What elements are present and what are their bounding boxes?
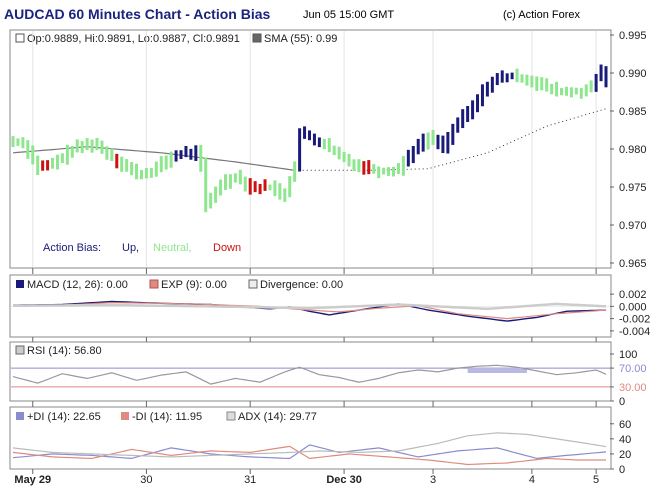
- price-ytick-label-2: 0.985: [619, 106, 647, 118]
- sma-legend: SMA (55): 0.99: [264, 33, 337, 45]
- sma-line: [12, 108, 607, 171]
- bias-label-down: Down: [213, 242, 241, 254]
- price-ytick-label-5: 0.970: [619, 220, 647, 232]
- rsi-panel: RSI (14): 56.80 100 70.00 30.00 0: [9, 341, 647, 408]
- plus-di-legend: +DI (14): 22.65: [27, 411, 101, 423]
- x-tick-label-3: Dec 30: [326, 474, 361, 486]
- price-ytick-label-3: 0.980: [619, 144, 647, 156]
- macd-legend-swatch: [16, 280, 24, 288]
- plus-di-legend-swatch: [16, 412, 24, 420]
- price-panel-frame: [9, 29, 612, 269]
- rsi-lines: [11, 364, 610, 388]
- sma-line-solid: [12, 146, 295, 171]
- adx-legend: ADX (14): 29.77: [238, 411, 317, 423]
- price-ytick-label-1: 0.990: [619, 68, 647, 80]
- rsi-rsi-line: [12, 364, 607, 385]
- bias-label-up: Up,: [122, 242, 139, 254]
- ohlc-legend-swatch: [15, 33, 25, 43]
- macd-ytick-label-1: 0.000: [619, 301, 647, 313]
- sma-line-dotted: [294, 108, 607, 171]
- chart-title: AUDCAD 60 Minutes Chart - Action Bias: [4, 6, 271, 22]
- price-ytick-label-0: 0.995: [619, 30, 647, 42]
- macd-exp-line: [12, 302, 607, 320]
- rsi-ytick-label-3: 0: [619, 396, 625, 408]
- macd-divergence-line: [12, 302, 607, 311]
- macd-lines: [11, 300, 610, 322]
- divergence-legend: Divergence: 0.00: [260, 279, 343, 291]
- rsi-ytick-label-0: 100: [619, 349, 637, 361]
- price-ytick-label-6: 0.965: [619, 258, 647, 270]
- dmi-adx-line: [12, 432, 607, 458]
- macd-macd-line: [13, 300, 607, 322]
- exp-legend: EXP (9): 0.00: [161, 279, 227, 291]
- dmi-ytick-label-3: 0: [619, 464, 625, 476]
- rsi-overbought-fill: [467, 369, 527, 373]
- x-tick-label-6: 5: [593, 474, 599, 486]
- price-ytick-label-4: 0.975: [619, 182, 647, 194]
- macd-ytick-label-2: -0.002: [619, 314, 650, 326]
- exp-legend-swatch: [149, 279, 159, 289]
- dmi-panel: +DI (14): 22.65 -DI (14): 11.95 ADX (14)…: [9, 406, 631, 476]
- x-tick-label-1: 30: [140, 474, 152, 486]
- price-bars: [11, 64, 608, 213]
- ohlc-legend: Op:0.9889, Hi:0.9891, Lo:0.9887, Cl:0.98…: [27, 33, 240, 45]
- chart-copyright: (c) Action Forex: [503, 9, 581, 21]
- x-axis-ticks: May 29 30 31 Dec 30 3 4 5: [14, 268, 599, 486]
- divergence-legend-swatch: [248, 279, 258, 289]
- rsi-legend-swatch: [15, 345, 25, 355]
- bias-label-title: Action Bias:: [43, 242, 101, 254]
- rsi-ytick-label-2: 30.00: [619, 382, 647, 394]
- rsi-legend: RSI (14): 56.80: [27, 345, 102, 357]
- rsi-ytick-label-1: 70.00: [619, 363, 647, 375]
- price-y-ticks: 0.995 0.990 0.985 0.980 0.975 0.970 0.965: [610, 30, 647, 270]
- dmi-plus_di-line: [12, 444, 607, 460]
- minus-di-legend: -DI (14): 11.95: [132, 411, 202, 423]
- x-tick-label-5: 4: [529, 474, 535, 486]
- bias-label-neutral: Neutral,: [153, 242, 192, 254]
- dmi-y-ticks: 60 40 20 0: [610, 419, 631, 476]
- chart-datetime: Jun 05 15:00 GMT: [303, 9, 395, 21]
- sma-legend-swatch: [252, 33, 262, 43]
- x-tick-label-2: 31: [244, 474, 256, 486]
- x-tick-label-4: 3: [430, 474, 436, 486]
- dmi-ytick-label-1: 40: [619, 434, 631, 446]
- dmi-ytick-label-2: 20: [619, 449, 631, 461]
- x-tick-label-0: May 29: [14, 474, 51, 486]
- dmi-ytick-label-0: 60: [619, 419, 631, 431]
- rsi-y-ticks: 100 70.00 30.00 0: [610, 349, 647, 408]
- macd-ytick-label-0: 0.002: [619, 289, 647, 301]
- adx-legend-swatch: [226, 411, 236, 421]
- macd-legend: MACD (12, 26): 0.00: [27, 279, 128, 291]
- price-panel: Op:0.9889, Hi:0.9891, Lo:0.9887, Cl:0.98…: [9, 29, 647, 270]
- macd-ytick-label-3: -0.004: [619, 326, 650, 338]
- dmi-lines: [12, 432, 607, 466]
- macd-panel: MACD (12, 26): 0.00 EXP (9): 0.00 Diverg…: [9, 274, 650, 338]
- minus-di-legend-swatch: [121, 412, 129, 420]
- dmi-minus_di-line: [12, 445, 606, 466]
